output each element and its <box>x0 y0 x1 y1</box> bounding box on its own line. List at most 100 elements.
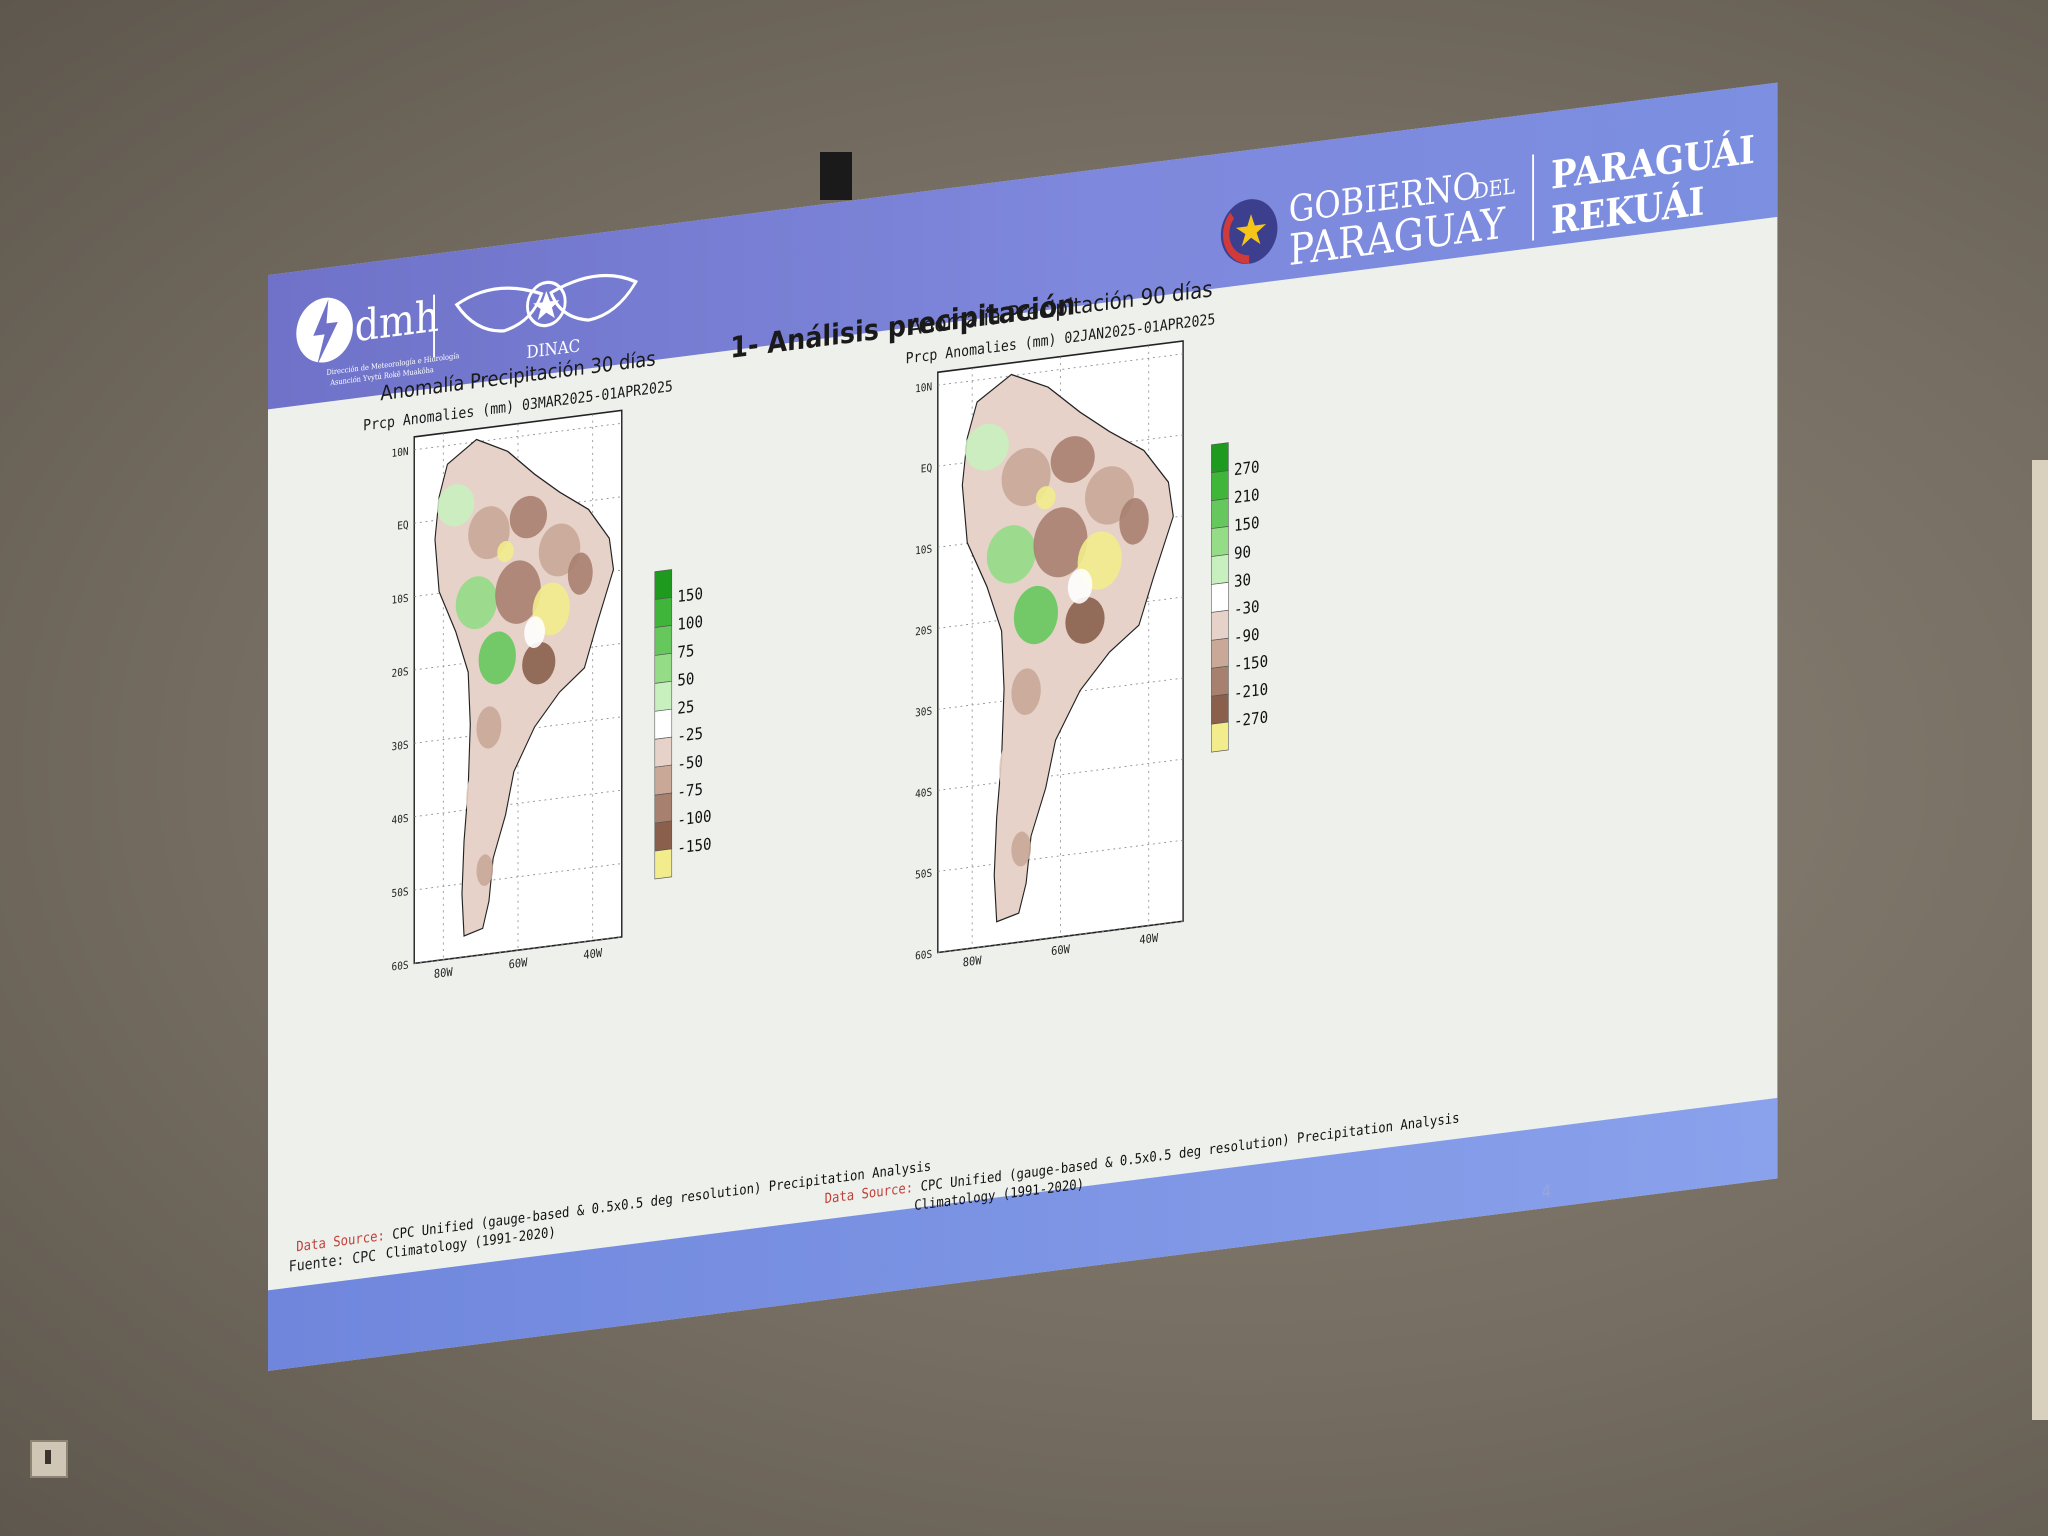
wall-switch <box>30 1440 68 1478</box>
y-tick-label: 50S <box>392 887 409 901</box>
legend-swatch <box>1211 442 1229 474</box>
legend-label: 150 <box>677 584 703 606</box>
x-tick-label: 60W <box>1051 942 1070 958</box>
legend-swatch <box>1211 526 1229 557</box>
y-tick-label: 30S <box>392 740 409 754</box>
y-tick-label: 10S <box>392 593 409 607</box>
legend-swatch <box>654 652 673 684</box>
y-tick-label: 20S <box>915 625 932 639</box>
x-tick-label: 80W <box>963 953 982 969</box>
legend-swatch <box>654 680 673 712</box>
anomaly-patch <box>522 642 556 685</box>
anomaly-patch <box>509 495 548 539</box>
anomaly-patch <box>1119 498 1149 545</box>
legend-label: 210 <box>1234 485 1260 507</box>
gobierno-logo: GOBIERNO DEL PARAGUAY PARAGUÁI REKUÁI <box>1220 126 1755 276</box>
grid-line <box>937 758 1184 791</box>
y-tick-label: 10N <box>392 446 409 460</box>
anomaly-patch <box>1065 597 1105 644</box>
legend-label: 100 <box>677 612 703 634</box>
legend-swatch <box>1211 554 1229 585</box>
x-tick-label: 40W <box>583 946 602 962</box>
anomaly-patch <box>999 739 1024 799</box>
anomaly-patch <box>1050 436 1095 483</box>
anomaly-patch <box>466 771 487 824</box>
y-tick-label: 10N <box>915 382 932 396</box>
legend-label: -50 <box>677 752 703 774</box>
y-tick-label: 10S <box>915 544 932 558</box>
y-tick-label: 40S <box>915 787 932 801</box>
y-tick-label: 20S <box>392 666 409 680</box>
legend-swatch <box>1211 498 1229 529</box>
projector-camera <box>820 152 852 200</box>
legend-label: 90 <box>1234 542 1251 563</box>
legend-swatch <box>654 736 673 768</box>
legend-label: -90 <box>1234 625 1260 647</box>
legend-swatch <box>1211 609 1229 641</box>
grid-line <box>937 353 1184 386</box>
legend-label: 150 <box>1234 513 1260 535</box>
anomaly-patch <box>476 706 502 749</box>
legend-label: 25 <box>677 697 694 718</box>
legend-swatch <box>654 625 673 656</box>
y-tick-label: 60S <box>915 949 932 963</box>
legend-swatch <box>1211 637 1229 669</box>
legend-label: 270 <box>1234 457 1260 479</box>
grid-line <box>937 677 1184 710</box>
legend-swatch <box>654 792 673 824</box>
legend-swatch <box>1211 581 1229 613</box>
y-tick-label: 40S <box>392 813 409 827</box>
legend-label: -270 <box>1234 708 1268 731</box>
gobierno-del: DEL <box>1474 173 1515 204</box>
legend-swatch <box>654 764 673 796</box>
dinac-logo: DINAC <box>454 273 639 362</box>
legend-swatch <box>654 820 673 852</box>
anomaly-patch <box>1067 568 1093 604</box>
legend-swatch <box>654 597 673 628</box>
legend-swatch <box>1211 470 1229 502</box>
dinac-emblem-icon <box>526 280 567 328</box>
legend-label: 75 <box>677 641 694 662</box>
header-band <box>268 82 1778 410</box>
anomaly-patch <box>437 484 475 527</box>
legend-swatch <box>654 708 673 740</box>
legend-label: 30 <box>1234 570 1251 591</box>
legend-swatch <box>654 848 673 880</box>
legend-swatch <box>1211 693 1229 725</box>
anomaly-patch <box>986 525 1036 584</box>
legend-label: -150 <box>677 834 711 857</box>
logo-divider <box>433 294 435 358</box>
anomaly-patch <box>455 576 498 630</box>
legend-label: -75 <box>677 780 703 802</box>
anomaly-patch <box>1033 507 1088 578</box>
y-tick-label: 60S <box>392 960 409 974</box>
dmh-text: dmh <box>355 290 439 352</box>
anomaly-patch <box>478 631 516 685</box>
anomaly-patch <box>1084 466 1135 525</box>
legend-swatch <box>654 569 673 600</box>
anomaly-patch <box>1035 486 1056 510</box>
anomaly-patch <box>495 560 541 624</box>
x-tick-label: 80W <box>434 965 453 981</box>
y-tick-label: 30S <box>915 706 932 720</box>
footer-band <box>268 1097 1778 1371</box>
door-frame <box>2032 460 2048 1420</box>
x-tick-label: 40W <box>1139 931 1158 947</box>
legend-label: -25 <box>677 724 703 746</box>
y-tick-label: EQ <box>921 463 932 476</box>
slide: dmh Dirección de Meteorología e Hidrolog… <box>268 82 1778 1371</box>
legend-label: -30 <box>1234 597 1260 619</box>
anomaly-patch <box>524 616 545 648</box>
anomaly-patch <box>476 854 494 886</box>
y-tick-label: 50S <box>915 868 932 882</box>
anomaly-patch <box>1011 831 1032 867</box>
legend-swatch <box>1211 665 1229 697</box>
legend-label: -210 <box>1234 680 1268 703</box>
anomaly-patch <box>964 423 1009 471</box>
anomaly-patch <box>1013 585 1059 645</box>
x-tick-label: 60W <box>509 956 528 972</box>
y-tick-label: EQ <box>397 520 408 533</box>
anomaly-patch <box>1011 668 1041 716</box>
